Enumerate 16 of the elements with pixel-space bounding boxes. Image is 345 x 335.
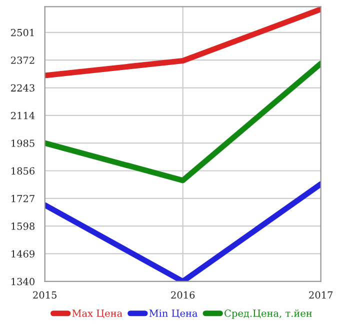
- legend-label: Сред.Цена, т.йен: [224, 309, 312, 319]
- y-tick-label: 1727: [12, 194, 34, 202]
- y-tick-label: 1598: [12, 222, 34, 230]
- y-tick-label: 1340: [12, 278, 34, 286]
- y-tick-label: 2114: [11, 112, 35, 120]
- y-tick-label: 1856: [12, 167, 35, 175]
- y-tick-label: 2372: [11, 56, 34, 64]
- legend-label: Max Цена: [72, 310, 122, 318]
- y-tick-label: 1985: [12, 140, 34, 147]
- legend-label: Min Цена: [149, 310, 198, 318]
- x-tick-label: 2015: [33, 291, 56, 299]
- x-tick-label: 2016: [171, 291, 195, 299]
- y-tick-label: 2243: [11, 84, 34, 92]
- y-tick-label: 1469: [12, 250, 34, 258]
- y-tick-label: 2501: [11, 28, 34, 36]
- x-tick-label: 2017: [309, 291, 333, 299]
